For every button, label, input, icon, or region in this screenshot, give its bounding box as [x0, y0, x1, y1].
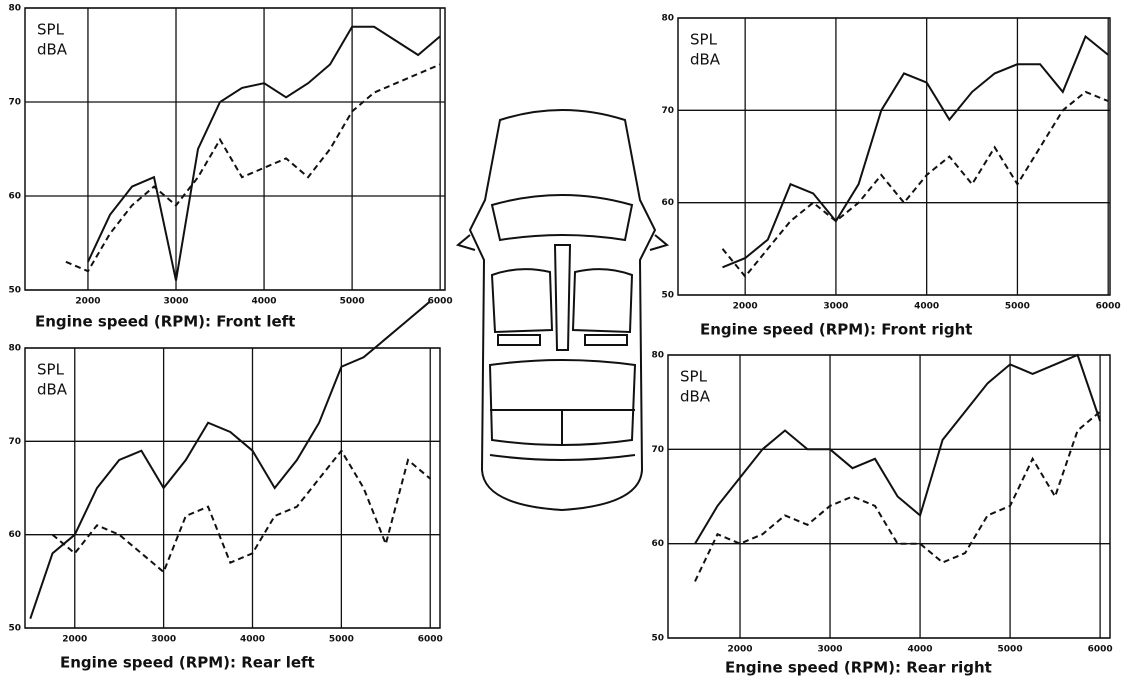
x-tick-label: 4000: [252, 297, 277, 307]
x-tick-label: 5000: [1005, 302, 1030, 312]
y-tick-label: 70: [651, 445, 664, 455]
x-axis-label: Engine speed (RPM): Front left: [35, 313, 295, 331]
x-tick-label: 6000: [418, 635, 443, 645]
y-axis-label: SPL: [690, 31, 718, 49]
y-axis-label: SPL: [680, 368, 708, 386]
y-tick-label: 70: [8, 437, 21, 447]
y-axis-label: dBA: [690, 51, 721, 69]
x-tick-label: 2000: [727, 645, 752, 655]
x-tick-label: 6000: [1096, 302, 1121, 312]
series-line: [66, 64, 440, 271]
x-axis-label: Engine speed (RPM): Rear right: [725, 659, 992, 677]
y-axis-label: SPL: [37, 361, 65, 379]
car-top-view: [458, 110, 667, 510]
x-tick-label: 5000: [340, 297, 365, 307]
x-tick-label: 4000: [914, 302, 939, 312]
y-tick-label: 50: [651, 634, 664, 644]
y-tick-label: 50: [8, 286, 21, 296]
y-tick-label: 80: [651, 351, 664, 361]
plot-frame: [678, 18, 1110, 295]
y-tick-label: 80: [661, 14, 674, 24]
y-axis-label: dBA: [37, 381, 68, 399]
x-tick-label: 2000: [62, 635, 87, 645]
series-line: [723, 92, 1109, 277]
y-tick-label: 80: [8, 344, 21, 354]
y-tick-label: 80: [8, 4, 21, 14]
x-tick-label: 5000: [329, 635, 354, 645]
y-tick-label: 60: [661, 198, 674, 208]
x-tick-label: 3000: [163, 297, 188, 307]
y-tick-label: 60: [8, 192, 21, 202]
y-tick-label: 70: [8, 98, 21, 108]
y-tick-label: 50: [661, 291, 674, 301]
x-tick-label: 2000: [733, 302, 758, 312]
y-axis-label: dBA: [37, 41, 68, 59]
x-tick-label: 6000: [1088, 645, 1113, 655]
x-tick-label: 3000: [823, 302, 848, 312]
x-tick-label: 4000: [240, 635, 265, 645]
y-axis-label: dBA: [680, 388, 711, 406]
x-tick-label: 2000: [75, 297, 100, 307]
x-axis-label: Engine speed (RPM): Front right: [700, 321, 972, 339]
plot-frame: [668, 355, 1110, 638]
x-tick-label: 3000: [151, 635, 176, 645]
y-tick-label: 60: [8, 530, 21, 540]
series-line: [30, 301, 430, 618]
x-axis-label: Engine speed (RPM): Rear left: [60, 654, 315, 672]
series-line: [53, 451, 431, 572]
y-tick-label: 70: [661, 106, 674, 116]
y-axis-label: SPL: [37, 21, 65, 39]
x-tick-label: 3000: [818, 645, 843, 655]
plot-frame: [25, 348, 440, 628]
x-tick-label: 6000: [428, 297, 453, 307]
figure: 2000 3000 4000 5000 6000 50 60 70 80 SPL dBA Engine…: [0, 0, 1125, 683]
y-tick-label: 50: [8, 624, 21, 634]
x-tick-label: 4000: [908, 645, 933, 655]
x-tick-label: 5000: [998, 645, 1023, 655]
y-tick-label: 60: [651, 539, 664, 549]
